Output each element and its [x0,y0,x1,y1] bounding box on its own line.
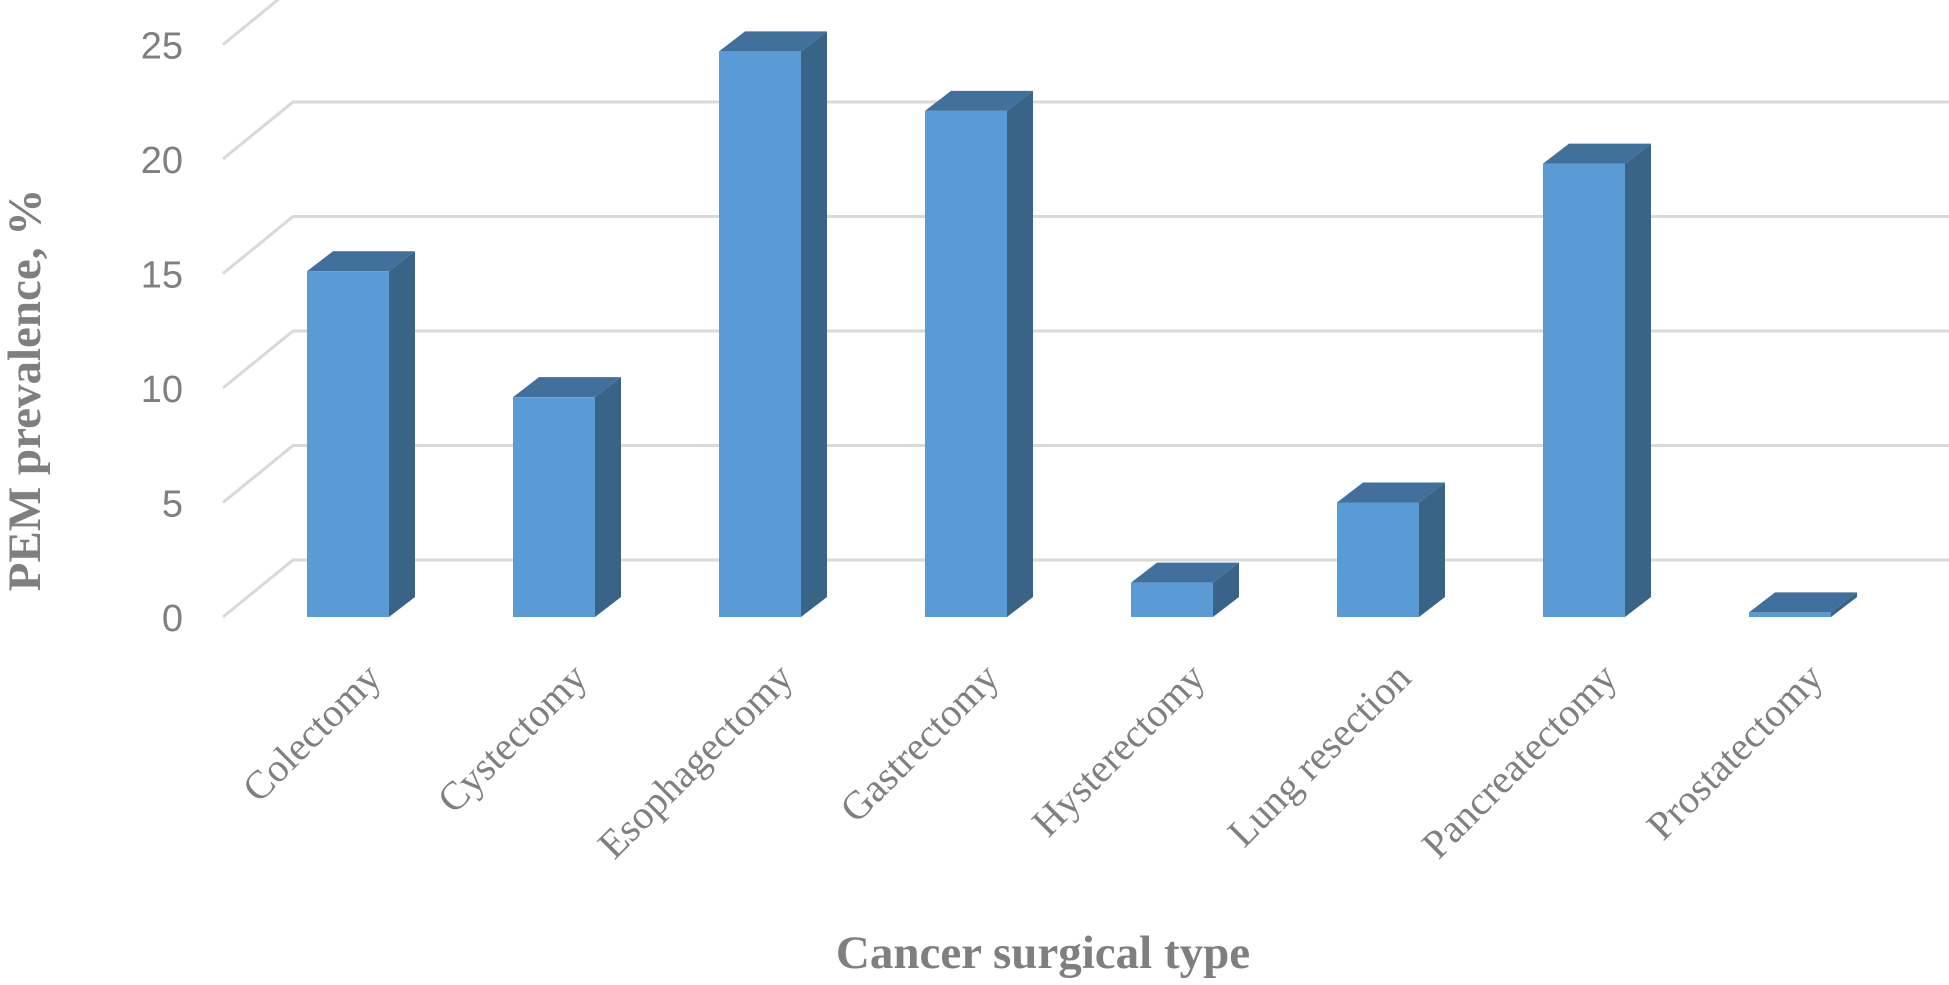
bar-side [1625,143,1651,617]
y-tick-label-0: 0 [162,598,183,640]
bar-side [1007,90,1033,617]
gridline-10 [222,329,1949,390]
bar-front [1543,163,1625,617]
x-tick-label-gastrectomy: Gastrectomy [831,655,1007,831]
x-tick-label-colectomy: Colectomy [233,655,389,811]
y-tick-label-5: 5 [162,484,183,526]
bars [307,31,1857,618]
bar-side [595,377,621,617]
bar-front [1749,612,1831,617]
x-tick-label-hysterectomy: Hysterectomy [1023,655,1213,845]
x-tick-label-prostatectomy: Prostatectomy [1638,655,1832,849]
gridlines [222,0,1949,619]
bar-cystectomy [513,377,621,617]
y-tick-label-25: 25 [141,26,183,68]
y-tick-labels: 0 5 10 15 20 25 [141,26,183,641]
y-tick-label-10: 10 [141,369,183,411]
bar-top [1337,482,1445,503]
bar-side [801,31,827,618]
gridline-15 [222,215,1949,275]
bar-front [513,397,595,617]
bar-side [1831,592,1857,617]
bar-front [719,51,801,618]
bar-side [389,251,415,617]
bar-prostatectomy [1749,592,1857,617]
bar-front [1337,502,1419,617]
bar-esophagectomy [719,31,827,618]
y-axis-title: PEM prevalence, % [0,189,51,591]
x-tick-label-cystectomy: Cystectomy [428,655,595,822]
x-tick-label-lung-resection: Lung resection [1219,655,1420,856]
x-axis-title: Cancer surgical type [836,927,1250,979]
y-tick-label-15: 15 [141,255,183,297]
bar-side [1419,482,1445,617]
bar-front [925,110,1007,617]
bar-hysterectomy [1131,562,1239,617]
bar-top [1543,143,1651,164]
bar-top [719,31,827,52]
bar-side [1213,562,1239,617]
gridline-25 [222,0,281,46]
bar-top [1749,592,1857,613]
bar-top [925,90,1033,111]
bar-top [1131,562,1239,583]
bar-front [1131,582,1213,617]
bar-front [307,271,389,617]
gridline-5 [222,444,1949,504]
bar-colectomy [307,251,415,617]
bar-pancreatectomy [1543,143,1651,617]
x-tick-label-pancreatectomy: Pancreatectomy [1413,655,1625,867]
bar-top [513,377,621,398]
gridline-0 [222,558,1949,619]
y-tick-label-20: 20 [141,140,183,182]
bar-top [307,251,415,272]
bar-gastrectomy [925,90,1033,617]
bar-lung-resection [1337,482,1445,617]
x-tick-label-esophagectomy: Esophagectomy [589,655,801,867]
gridline-20 [222,100,1949,161]
